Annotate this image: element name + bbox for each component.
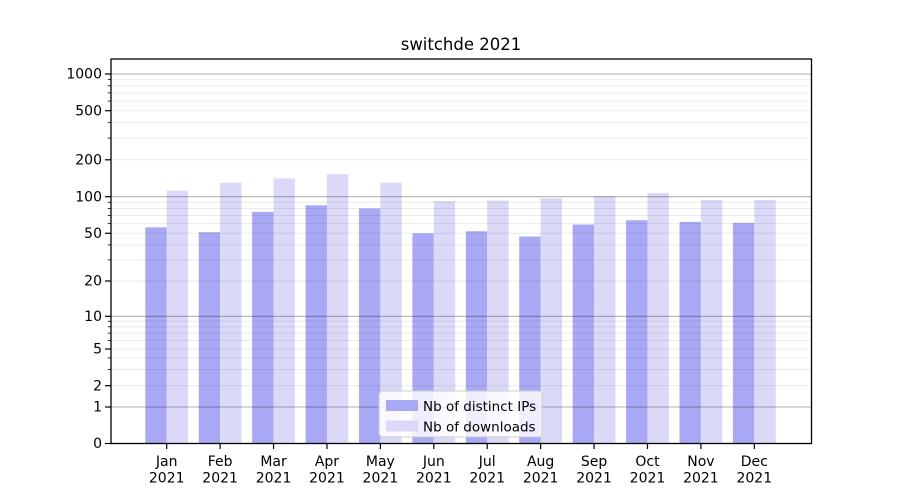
bar-nb-of-downloads-jan	[166, 190, 189, 444]
bar-nb-of-downloads-oct	[647, 193, 669, 444]
y-tick-label-100: 100	[75, 189, 102, 205]
x-tick-label-month-dec: Dec	[741, 454, 768, 470]
y-tick-label-1000: 1000	[66, 67, 102, 83]
x-tick-label-year-sep: 2021	[576, 471, 612, 487]
bar-nb-of-downloads-may	[380, 182, 402, 444]
bar-nb-of-distinct-ips-feb	[198, 232, 221, 444]
grid-layer	[111, 73, 812, 408]
x-tick-label-month-jan: Jan	[155, 454, 178, 470]
x-tick-label-month-sep: Sep	[581, 454, 608, 470]
x-tick-label-year-apr: 2021	[309, 471, 345, 487]
x-tick-label-year-jun: 2021	[416, 471, 452, 487]
x-tick-label-year-jul: 2021	[469, 471, 505, 487]
x-tick-label-month-mar: Mar	[260, 454, 287, 470]
bar-nb-of-distinct-ips-apr	[305, 205, 327, 444]
y-tick-label-5: 5	[93, 342, 102, 358]
x-tick-label-month-oct: Oct	[635, 454, 660, 470]
legend: Nb of distinct IPs Nb of downloads	[378, 390, 543, 438]
y-tick-label-20: 20	[84, 274, 102, 290]
x-tick-label-year-oct: 2021	[630, 471, 666, 487]
x-tick-label-month-may: May	[366, 454, 395, 470]
x-tick-label-year-dec: 2021	[736, 471, 772, 487]
bar-nb-of-distinct-ips-oct	[626, 220, 648, 444]
bar-nb-of-downloads-jul	[487, 200, 509, 444]
y-tick-label-50: 50	[84, 226, 102, 242]
x-tick-label-month-jul: Jul	[478, 454, 496, 470]
x-tick-label-year-feb: 2021	[202, 471, 238, 487]
bar-nb-of-distinct-ips-may	[358, 208, 381, 444]
legend-label-nb-of-downloads: Nb of downloads	[423, 420, 536, 436]
bar-nb-of-distinct-ips-dec	[732, 222, 755, 444]
x-tick-label-month-nov: Nov	[687, 454, 714, 470]
bar-nb-of-downloads-dec	[754, 199, 776, 444]
x-tick-label-year-nov: 2021	[683, 471, 719, 487]
legend-box	[378, 390, 543, 438]
bar-nb-of-distinct-ips-nov	[679, 221, 701, 444]
bar-nb-of-distinct-ips-jan	[145, 227, 167, 444]
x-tick-label-month-apr: Apr	[315, 454, 339, 470]
y-tick-label-2: 2	[93, 378, 102, 394]
bar-nb-of-distinct-ips-jul	[465, 231, 488, 444]
bar-nb-of-downloads-feb	[220, 182, 242, 444]
y-tick-label-200: 200	[75, 153, 102, 169]
legend-swatch-nb-of-distinct-ips	[386, 400, 418, 411]
x-tick-label-year-aug: 2021	[523, 471, 559, 487]
bar-nb-of-downloads-sep	[594, 196, 616, 444]
bar-nb-of-downloads-apr	[326, 174, 349, 444]
x-tick-label-year-mar: 2021	[256, 471, 292, 487]
x-tick-label-year-jan: 2021	[149, 471, 185, 487]
x-tick-label-year-may: 2021	[363, 471, 399, 487]
x-tick-label-month-aug: Aug	[527, 454, 554, 470]
legend-swatch-nb-of-downloads	[386, 420, 418, 432]
chart-title: switchde 2021	[401, 35, 522, 54]
x-tick-label-month-feb: Feb	[208, 454, 233, 470]
bar-nb-of-downloads-mar	[273, 178, 295, 444]
legend-label-nb-of-distinct-ips: Nb of distinct IPs	[423, 399, 536, 415]
y-tick-label-0: 0	[93, 436, 102, 452]
plot-border	[110, 58, 813, 445]
bar-nb-of-downloads-nov	[700, 199, 723, 444]
axes-layer: 01251020501002005001000Jan2021Feb2021Mar…	[66, 58, 813, 487]
bar-nb-of-distinct-ips-mar	[252, 211, 274, 444]
bars-layer	[145, 174, 776, 444]
y-tick-label-500: 500	[75, 103, 102, 119]
y-tick-label-10: 10	[84, 309, 102, 325]
bar-nb-of-downloads-jun	[433, 201, 456, 444]
bar-nb-of-distinct-ips-sep	[572, 224, 595, 444]
bar-nb-of-downloads-aug	[540, 198, 563, 444]
y-tick-label-1: 1	[93, 400, 102, 416]
x-tick-label-month-jun: Jun	[422, 454, 445, 470]
